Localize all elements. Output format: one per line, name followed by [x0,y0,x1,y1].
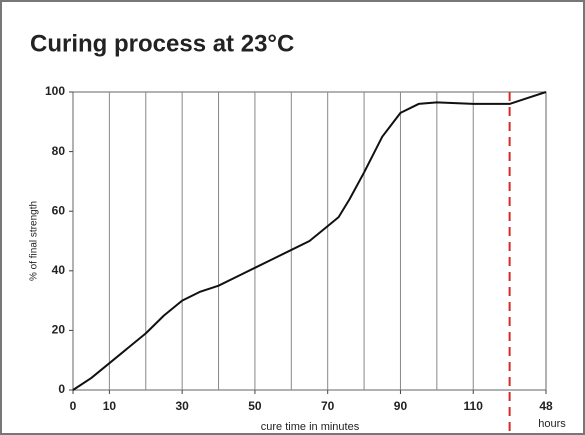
x-tick-label: 0 [70,399,77,413]
x-end-label: hours [538,418,566,430]
x-tick-label: 90 [394,399,408,413]
chart-title: Curing process at 23°C [30,30,294,57]
x-tick-label: 10 [103,399,117,413]
y-axis-label: % of final strength [29,201,40,281]
x-tick-label: 110 [464,399,484,413]
line [72,91,547,391]
plot-area [72,91,547,391]
y-tick-label: 20 [52,323,66,337]
y-tick-label: 40 [52,263,66,277]
y-tick-label: 60 [52,203,66,217]
x-tick-label: 30 [175,399,189,413]
x-axis-label: cure time in minutes [261,421,360,433]
y-tick-label: 100 [45,84,65,98]
x-tick-label: 70 [321,399,335,413]
y-tick-label: 80 [52,144,66,158]
x-tick-label: 50 [248,399,262,413]
x-tick-label: 48 [539,399,553,413]
y-tick-label: 0 [58,382,65,396]
